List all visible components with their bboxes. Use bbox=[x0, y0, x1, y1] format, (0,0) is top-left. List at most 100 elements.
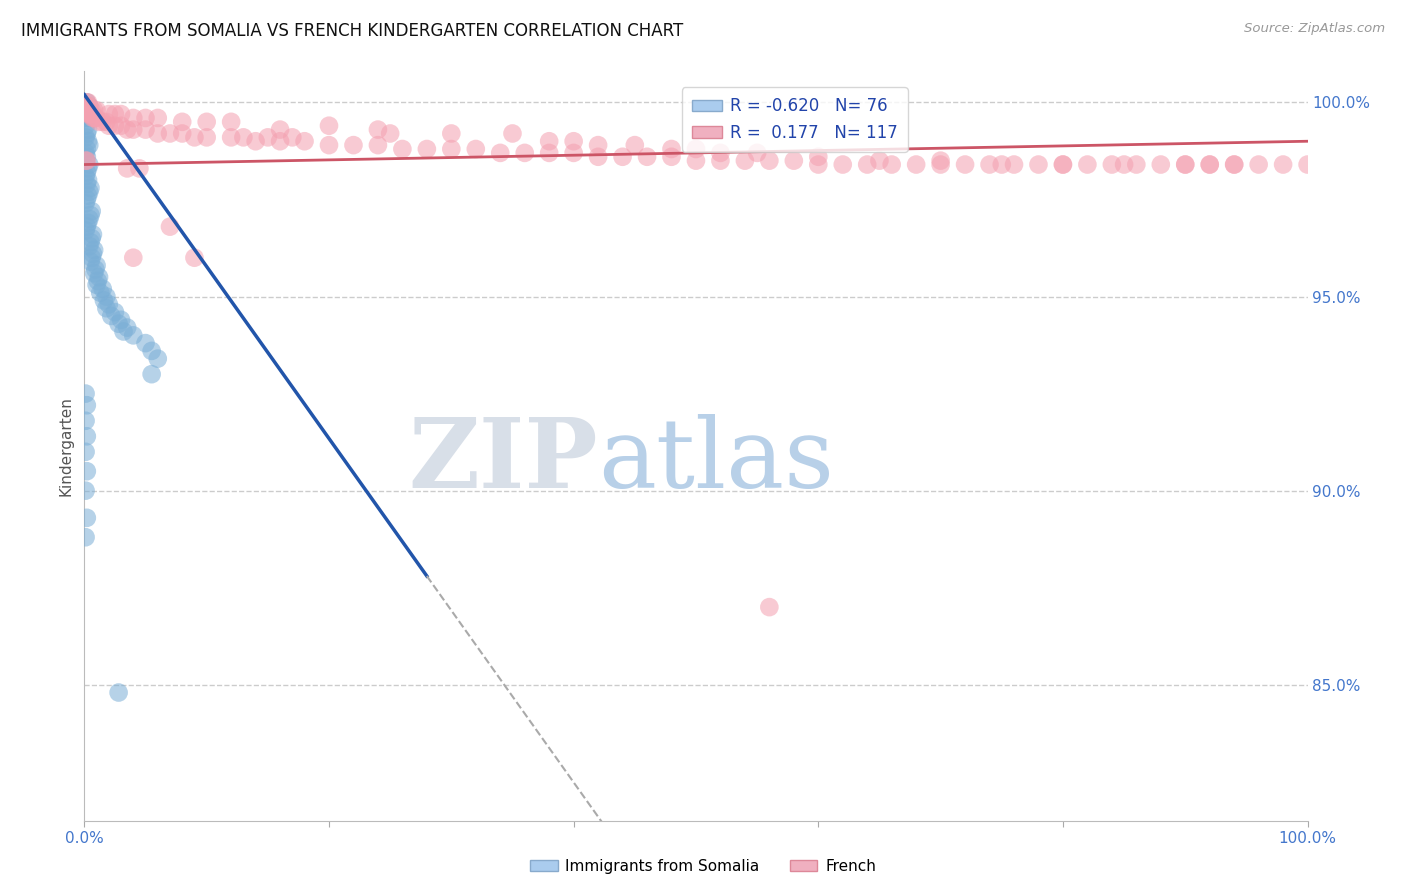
Point bbox=[195, 115, 218, 129]
Point bbox=[586, 150, 609, 164]
Point bbox=[1076, 157, 1098, 171]
Legend: R = -0.620   N= 76, R =  0.177   N= 117: R = -0.620 N= 76, R = 0.177 N= 117 bbox=[682, 87, 908, 152]
Text: Source: ZipAtlas.com: Source: ZipAtlas.com bbox=[1244, 22, 1385, 36]
Point bbox=[75, 153, 97, 168]
Point bbox=[416, 142, 439, 156]
Point bbox=[86, 277, 108, 292]
Point bbox=[1174, 157, 1197, 171]
Point bbox=[86, 103, 108, 118]
Point bbox=[77, 99, 100, 113]
Point bbox=[122, 251, 145, 265]
Point bbox=[76, 193, 98, 207]
Point bbox=[661, 142, 683, 156]
Point bbox=[75, 103, 97, 118]
Point bbox=[128, 161, 150, 176]
Point bbox=[76, 111, 98, 125]
Point bbox=[79, 208, 101, 222]
Point bbox=[79, 107, 101, 121]
Point bbox=[77, 107, 100, 121]
Point bbox=[953, 157, 976, 171]
Point bbox=[76, 464, 98, 478]
Point bbox=[76, 127, 98, 141]
Point bbox=[75, 445, 97, 459]
Point bbox=[93, 293, 115, 308]
Point bbox=[1101, 157, 1123, 171]
Point bbox=[96, 301, 118, 315]
Point bbox=[146, 127, 169, 141]
Point bbox=[75, 130, 97, 145]
Point bbox=[159, 219, 181, 234]
Point bbox=[758, 153, 780, 168]
Point bbox=[1052, 157, 1074, 171]
Point bbox=[75, 153, 97, 168]
Point bbox=[245, 134, 267, 148]
Point bbox=[513, 145, 536, 160]
Point bbox=[115, 320, 138, 334]
Point bbox=[758, 600, 780, 615]
Point bbox=[77, 216, 100, 230]
Point bbox=[89, 285, 111, 300]
Point bbox=[1052, 157, 1074, 171]
Point bbox=[135, 336, 157, 351]
Point bbox=[96, 115, 118, 129]
Point bbox=[219, 115, 242, 129]
Point bbox=[380, 127, 402, 141]
Point bbox=[747, 145, 769, 160]
Point bbox=[75, 119, 97, 133]
Point bbox=[77, 99, 100, 113]
Point bbox=[86, 111, 108, 125]
Point bbox=[856, 157, 879, 171]
Point bbox=[135, 111, 157, 125]
Point bbox=[83, 266, 105, 280]
Point bbox=[76, 177, 98, 191]
Point bbox=[146, 351, 169, 366]
Point bbox=[107, 685, 129, 699]
Point bbox=[75, 196, 97, 211]
Point bbox=[1296, 157, 1319, 171]
Text: ZIP: ZIP bbox=[409, 414, 598, 508]
Point bbox=[991, 157, 1014, 171]
Point bbox=[141, 343, 163, 358]
Point bbox=[562, 134, 585, 148]
Point bbox=[76, 142, 98, 156]
Point bbox=[269, 134, 291, 148]
Point bbox=[80, 251, 103, 265]
Point bbox=[77, 173, 100, 187]
Point bbox=[440, 142, 463, 156]
Point bbox=[82, 111, 104, 125]
Point bbox=[96, 289, 118, 303]
Point bbox=[807, 150, 830, 164]
Point bbox=[83, 111, 105, 125]
Point bbox=[342, 138, 364, 153]
Point bbox=[685, 153, 707, 168]
Point bbox=[83, 103, 105, 118]
Point bbox=[76, 95, 98, 110]
Point bbox=[86, 259, 108, 273]
Point bbox=[1198, 157, 1220, 171]
Point bbox=[807, 157, 830, 171]
Point bbox=[391, 142, 413, 156]
Point bbox=[880, 157, 903, 171]
Legend: Immigrants from Somalia, French: Immigrants from Somalia, French bbox=[524, 853, 882, 880]
Point bbox=[159, 127, 181, 141]
Point bbox=[80, 231, 103, 245]
Point bbox=[75, 483, 97, 498]
Point bbox=[100, 309, 122, 323]
Point bbox=[77, 239, 100, 253]
Point bbox=[1247, 157, 1270, 171]
Point bbox=[77, 107, 100, 121]
Point bbox=[294, 134, 316, 148]
Point bbox=[219, 130, 242, 145]
Point bbox=[77, 185, 100, 199]
Point bbox=[87, 274, 110, 288]
Point bbox=[172, 115, 194, 129]
Point bbox=[281, 130, 304, 145]
Point bbox=[75, 530, 97, 544]
Point bbox=[318, 119, 340, 133]
Point bbox=[97, 107, 120, 121]
Point bbox=[115, 161, 138, 176]
Point bbox=[367, 122, 389, 136]
Point bbox=[79, 254, 101, 268]
Point bbox=[110, 119, 132, 133]
Point bbox=[195, 130, 218, 145]
